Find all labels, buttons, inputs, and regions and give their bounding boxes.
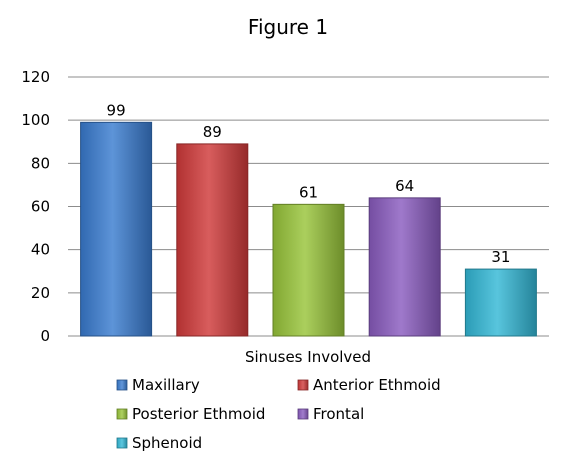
legend-swatch — [116, 379, 128, 391]
y-tick-label: 0 — [40, 327, 50, 345]
legend-swatch — [116, 408, 128, 420]
legend-label: Posterior Ethmoid — [132, 405, 265, 423]
data-label: 99 — [107, 101, 126, 119]
legend-label: Sphenoid — [132, 434, 202, 452]
bar-posterior-ethmoid — [272, 203, 345, 337]
chart-title: Figure 1 — [248, 15, 328, 39]
legend-label: Maxillary — [132, 376, 200, 394]
legend-label: Anterior Ethmoid — [313, 376, 441, 394]
bar-frontal — [368, 197, 441, 337]
y-tick-label: 20 — [31, 284, 50, 302]
bar-anterior-ethmoid — [176, 143, 249, 337]
legend-swatch — [297, 408, 309, 420]
y-tick-label: 100 — [21, 111, 50, 129]
data-label: 61 — [299, 183, 318, 201]
y-tick-label: 60 — [31, 198, 50, 216]
legend-label: Frontal — [313, 405, 364, 423]
bar-sphenoid — [464, 268, 537, 337]
data-label: 64 — [395, 177, 414, 195]
data-label: 89 — [203, 123, 222, 141]
y-tick-label: 80 — [31, 154, 50, 172]
y-tick-label: 120 — [21, 68, 50, 86]
legend-swatch — [116, 437, 128, 449]
legend-swatch — [297, 379, 309, 391]
y-tick-label: 40 — [31, 241, 50, 259]
x-axis-label: Sinuses Involved — [245, 348, 371, 366]
bar-maxillary — [80, 121, 153, 337]
data-label: 31 — [491, 248, 510, 266]
